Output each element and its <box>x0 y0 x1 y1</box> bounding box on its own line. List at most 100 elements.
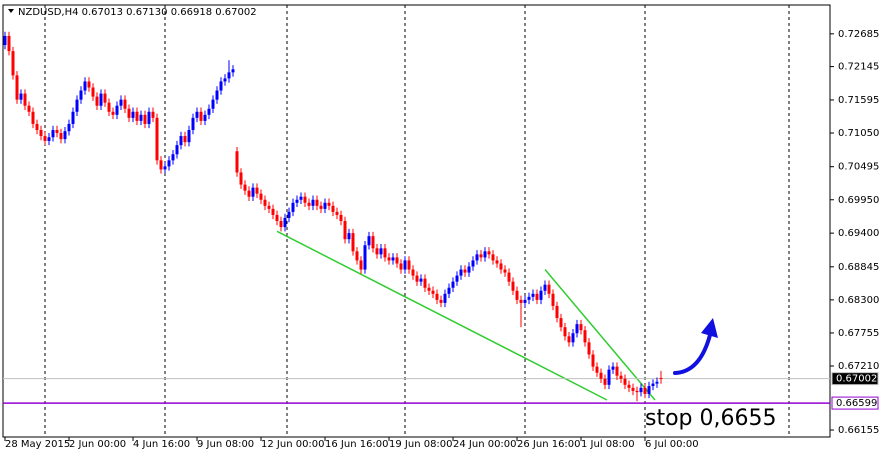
candle-body <box>395 257 399 264</box>
candle-body <box>411 269 415 276</box>
y-tick-label: 0.66155 <box>838 425 879 436</box>
candle-body <box>295 199 299 203</box>
candle-body <box>251 187 255 197</box>
price-label: 0.67002 <box>836 374 877 385</box>
candle-body <box>475 254 479 261</box>
y-tick-label: 0.69400 <box>838 228 879 239</box>
candle-body <box>323 202 327 209</box>
candle-body <box>219 81 223 91</box>
candle-body <box>19 93 23 100</box>
x-tick-label: 2 Jun 00:00 <box>69 439 126 450</box>
candle-body <box>203 114 207 121</box>
candle-body <box>467 266 471 273</box>
candle-body <box>575 324 579 334</box>
candle-body <box>447 287 451 294</box>
candle-body <box>443 293 447 303</box>
x-tick-label: 28 May 2015 <box>5 439 70 450</box>
candle-body <box>471 260 475 267</box>
candle-body <box>263 199 267 206</box>
y-tick-label: 0.67210 <box>838 361 879 372</box>
candle-body <box>287 211 291 218</box>
candle-body <box>515 290 519 300</box>
candle-body <box>511 281 515 291</box>
candle-body <box>359 260 363 270</box>
candle-body <box>79 90 83 100</box>
candle-body <box>47 137 51 141</box>
candle-body <box>319 205 323 209</box>
candle-body <box>15 75 19 100</box>
price-label-box <box>831 396 879 410</box>
candle-body <box>635 390 639 393</box>
candle-body <box>439 299 443 303</box>
x-tick-label: 24 Jun 00:00 <box>453 439 517 450</box>
candle-body <box>451 281 455 288</box>
candle-body <box>291 202 295 212</box>
candle-body <box>55 129 59 134</box>
candle-body <box>119 99 123 106</box>
candle-body <box>459 269 463 276</box>
candle-body <box>655 381 659 384</box>
candle-body <box>355 251 359 261</box>
x-tick-label: 1 Jul 08:00 <box>581 439 635 450</box>
candle-body <box>231 69 235 73</box>
candle-body <box>543 284 547 291</box>
y-tick-label: 0.67755 <box>838 328 879 339</box>
candle-body <box>99 93 103 106</box>
candle-body <box>83 81 87 91</box>
candle-body <box>427 287 431 291</box>
x-tick-label: 26 Jun 16:00 <box>517 439 581 450</box>
candle-body <box>507 272 511 282</box>
candle-body <box>651 383 655 387</box>
candle-body <box>87 81 91 88</box>
candle-body <box>271 208 275 215</box>
candle-body <box>567 336 571 343</box>
candle-body <box>495 260 499 264</box>
candle-body <box>35 123 39 130</box>
candle-body <box>503 269 507 273</box>
candle-body <box>7 35 11 52</box>
candle-body <box>387 257 391 261</box>
candle-body <box>479 254 483 258</box>
y-tick-label: 0.68845 <box>838 262 879 273</box>
candle-body <box>591 354 595 367</box>
candle-body <box>187 129 191 143</box>
candle-body <box>587 342 591 355</box>
candle-body <box>483 251 487 258</box>
x-tick-label: 12 Jun 00:00 <box>261 439 325 450</box>
candle-body <box>339 214 343 221</box>
y-tick-label: 0.72685 <box>838 29 879 40</box>
candle-body <box>171 154 175 161</box>
chart-title: NZDUSD,H4 0.67013 0.67130 0.66918 0.6700… <box>18 7 257 18</box>
candle-body <box>559 318 563 328</box>
candle-body <box>383 248 387 258</box>
x-tick-label: 9 Jun 08:00 <box>197 439 254 450</box>
annotation: stop 0,6655 <box>645 406 776 431</box>
candle-body <box>179 136 183 146</box>
candle-body <box>375 248 379 255</box>
candle-body <box>551 293 555 306</box>
arrow-head <box>701 318 718 338</box>
candle-body <box>371 236 375 249</box>
candle-body <box>379 248 383 255</box>
candle-body <box>223 78 227 82</box>
candle-body <box>627 384 631 388</box>
candle-body <box>283 217 287 228</box>
candle-body <box>603 378 607 385</box>
candle-body <box>579 324 583 331</box>
candle-body <box>347 233 351 240</box>
candle-body <box>539 290 543 300</box>
candle-body <box>235 151 239 173</box>
candle-body <box>123 99 127 109</box>
y-tick-label: 0.68300 <box>838 295 879 306</box>
candle-body <box>487 251 491 255</box>
candle-body <box>267 205 271 209</box>
candle-body <box>391 257 395 261</box>
candle-body <box>95 96 99 106</box>
x-tick-label: 6 Jul 00:00 <box>645 439 699 450</box>
menu-triangle <box>8 9 14 13</box>
candle-body <box>255 187 259 194</box>
candle-body <box>555 305 559 319</box>
candle-body <box>491 254 495 261</box>
candle-body <box>415 275 419 282</box>
candle-body <box>227 72 231 79</box>
